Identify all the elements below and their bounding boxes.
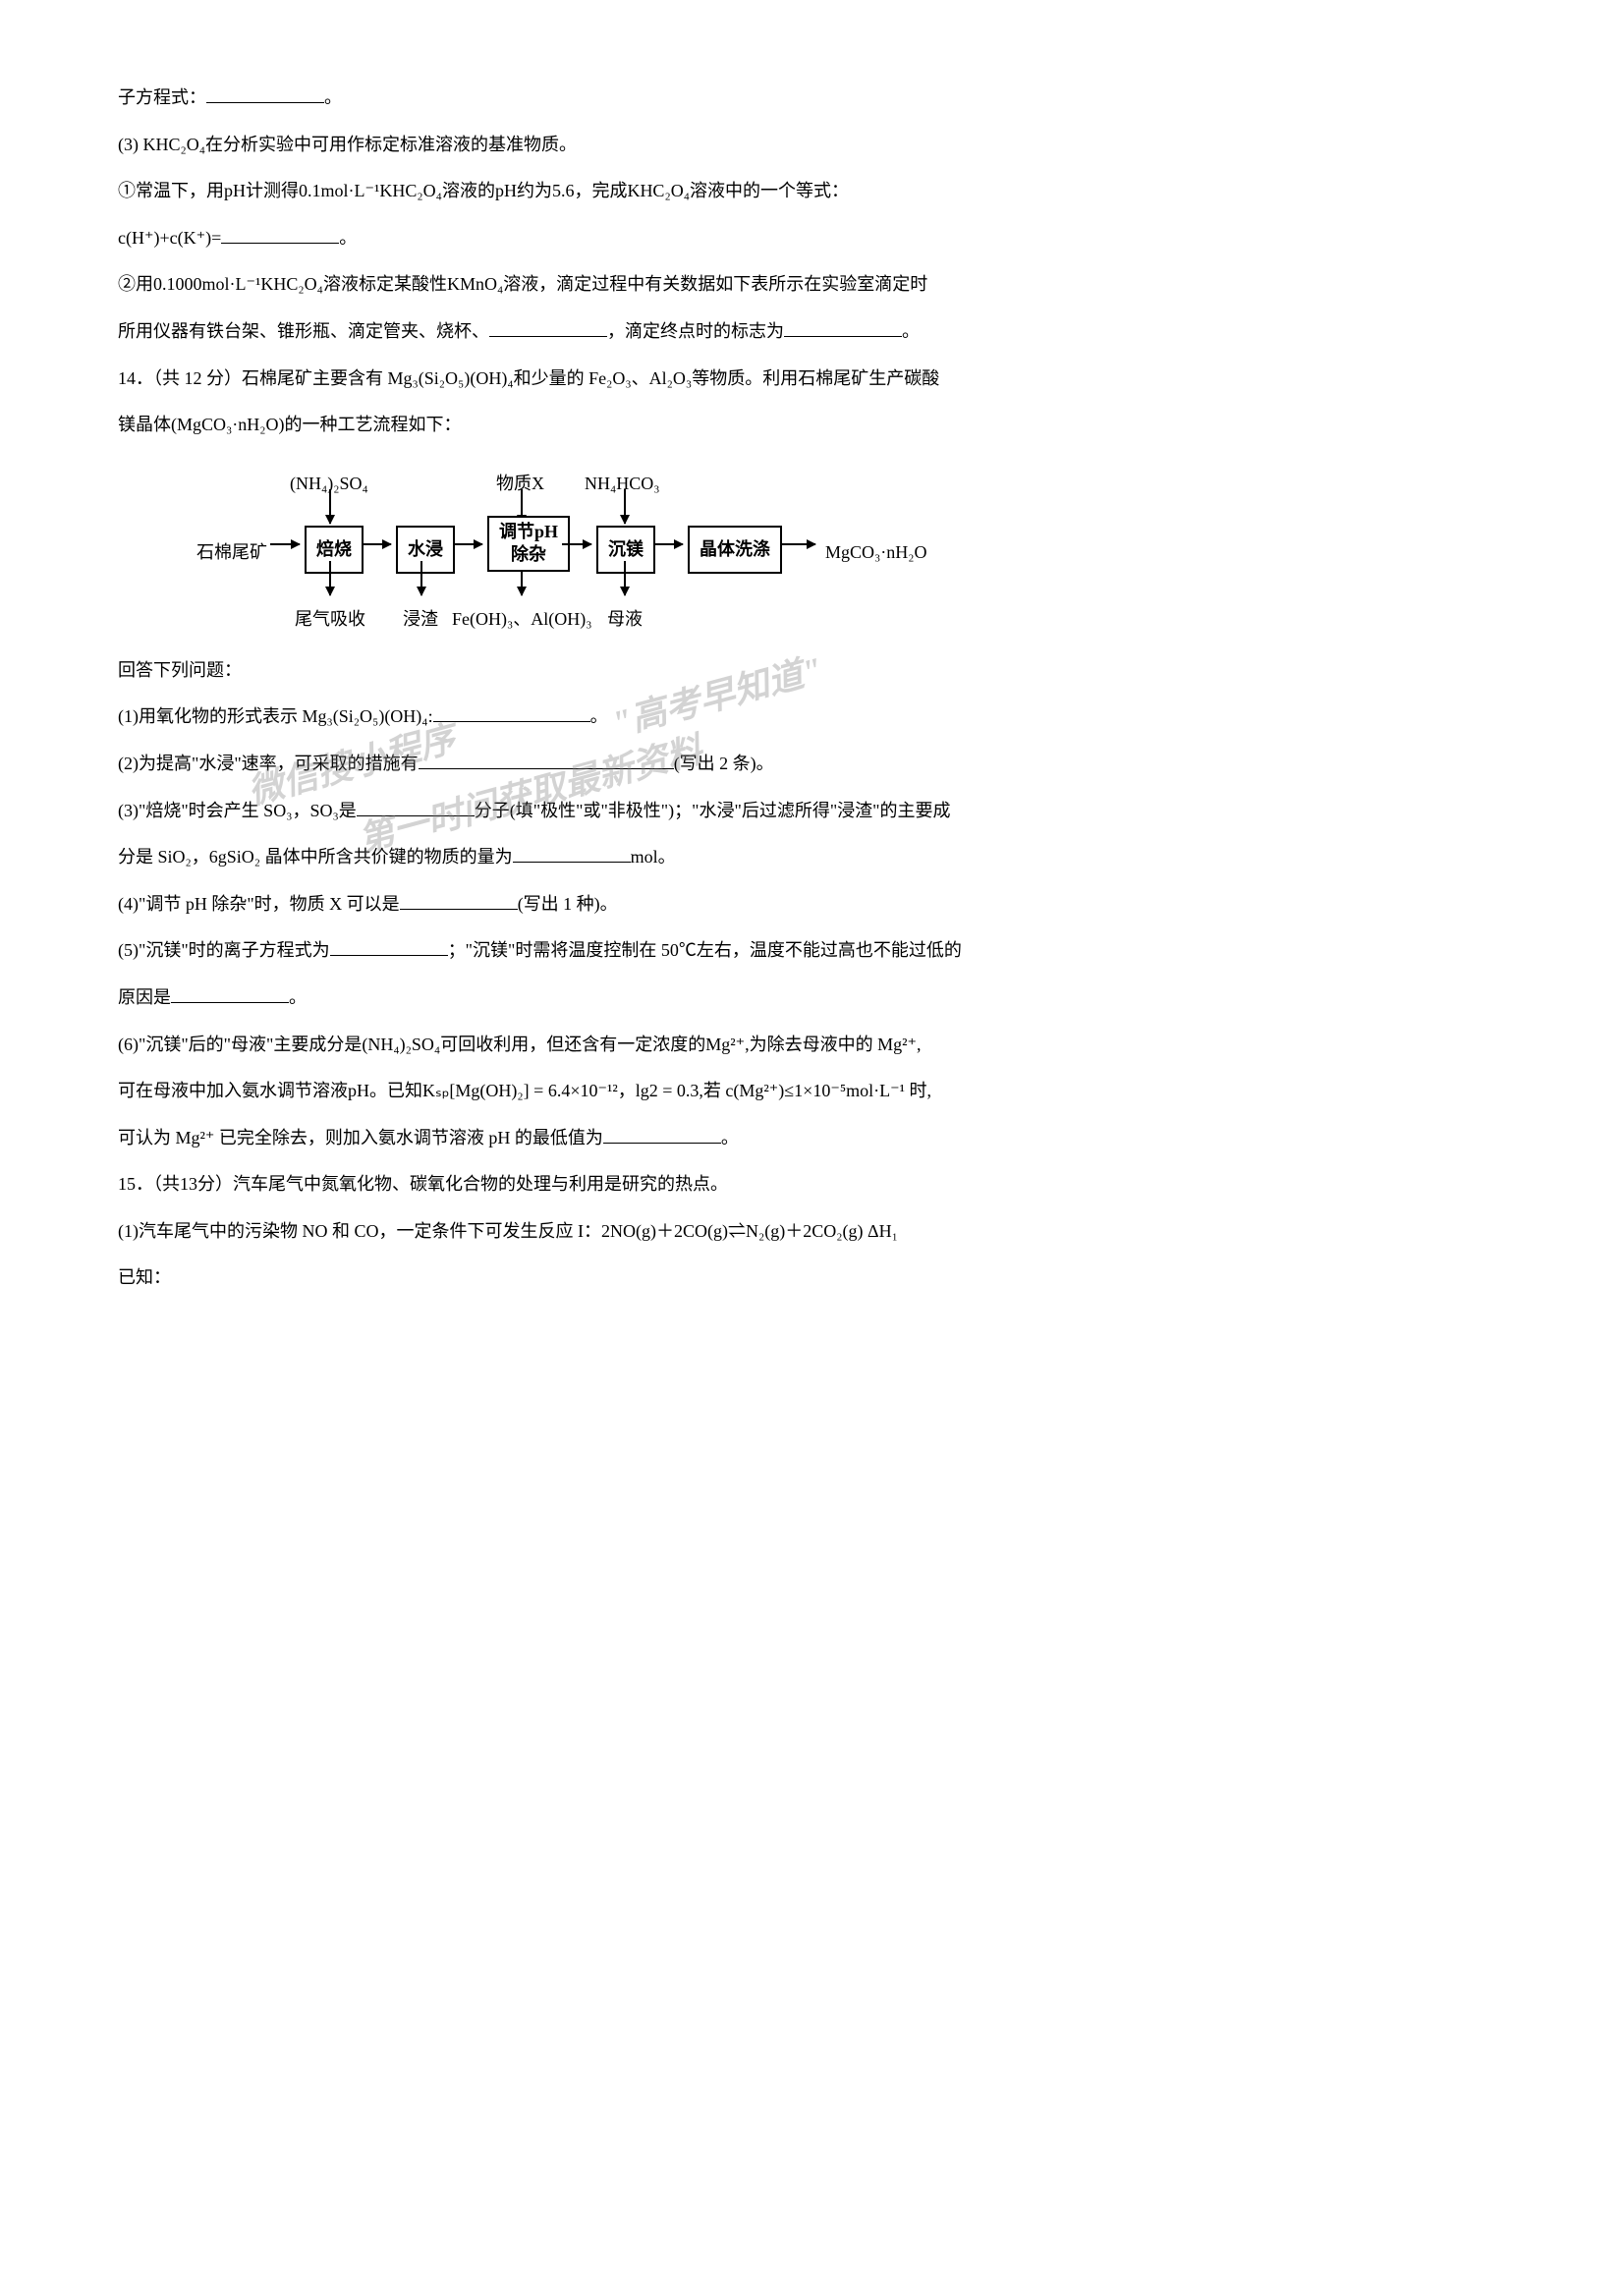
- flow-label: 浸渣: [403, 600, 438, 640]
- text: 子方程式：: [118, 87, 206, 107]
- text-line: 可在母液中加入氨水调节溶液pH。已知Kₛₚ[Mg(OH)₂] = 6.4×10⁻…: [118, 1072, 1506, 1111]
- flow-label: NH₄HCO₃: [585, 465, 660, 504]
- text: ②用0.1000mol·L⁻¹KHC₂O₄溶液标定某酸性KMnO₄溶液，滴定过程…: [118, 274, 927, 294]
- text-line: 所用仪器有铁台架、锥形瓶、滴定管夹、烧杯、 ，滴定终点时的标志为 。: [118, 312, 1506, 352]
- blank-fill: [206, 85, 324, 103]
- text-line: 15．（共13分）汽车尾气中氮氧化物、碳氧化合物的处理与利用是研究的热点。: [118, 1165, 1506, 1204]
- blank-fill: [400, 892, 518, 910]
- text: 除杂: [511, 544, 546, 564]
- process-flowchart: (NH₄)₂SO₄ 物质X NH₄HCO₃ 石棉尾矿 焙烧 水浸 调节pH 除杂…: [196, 465, 1130, 632]
- text-line: (5)"沉镁"时的离子方程式为 ；"沉镁"时需将温度控制在 50℃左右，温度不能过…: [118, 931, 1506, 971]
- blank-fill: [171, 985, 289, 1003]
- arrow-right-icon: [653, 543, 683, 545]
- text: 调节pH: [499, 522, 558, 541]
- arrow-down-icon: [420, 561, 422, 595]
- text-line: (3) KHC₂O₄在分析实验中可用作标定标准溶液的基准物质。: [118, 126, 1506, 165]
- blank-fill: [357, 799, 475, 816]
- text: 。: [902, 321, 920, 341]
- text: (6)"沉镁"后的"母液"主要成分是(NH₄)₂SO₄可回收利用，但还含有一定浓…: [118, 1035, 922, 1054]
- flow-box: 晶体洗涤: [688, 526, 782, 575]
- text: 已知：: [118, 1267, 171, 1287]
- text: (写出 2 条)。: [674, 754, 774, 773]
- document-page: 子方程式： 。 (3) KHC₂O₄在分析实验中可用作标定标准溶液的基准物质。 ①…: [118, 79, 1506, 1298]
- text-line: 子方程式： 。: [118, 79, 1506, 118]
- text: (4)"调节 pH 除杂"时，物质 X 可以是: [118, 894, 400, 914]
- arrow-down-icon: [521, 571, 523, 595]
- blank-fill: [221, 226, 339, 244]
- text: ①常温下，用pH计测得0.1mol·L⁻¹KHC₂O₄溶液的pH约为5.6，完成…: [118, 181, 849, 200]
- blank-fill: [330, 938, 448, 956]
- text-line: ①常温下，用pH计测得0.1mol·L⁻¹KHC₂O₄溶液的pH约为5.6，完成…: [118, 172, 1506, 211]
- text: (5)"沉镁"时的离子方程式为: [118, 940, 330, 960]
- text: 14．（共 12 分）石棉尾矿主要含有 Mg₃(Si₂O₅)(OH)₄和少量的 …: [118, 368, 939, 388]
- flow-box: 沉镁: [596, 526, 655, 575]
- text: ；"沉镁"时需将温度控制在 50℃左右，温度不能过高也不能过低的: [448, 940, 962, 960]
- arrow-down-icon: [624, 561, 626, 595]
- arrow-right-icon: [453, 543, 482, 545]
- text-line: (3)"焙烧"时会产生 SO₃，SO₃是 分子(填"极性"或"非极性")；"水浸"…: [118, 792, 1506, 831]
- text: 。: [289, 987, 307, 1007]
- blank-fill: [784, 319, 902, 337]
- text-line: (4)"调节 pH 除杂"时，物质 X 可以是 (写出 1 种)。: [118, 885, 1506, 924]
- text-line: (1)汽车尾气中的污染物 NO 和 CO，一定条件下可发生反应 I：2NO(g)…: [118, 1212, 1506, 1252]
- blank-fill: [419, 752, 674, 769]
- arrow-down-icon: [624, 489, 626, 524]
- flow-label: 尾气吸收: [295, 600, 365, 640]
- blank-fill: [489, 319, 607, 337]
- text-line: 镁晶体(MgCO₃·nH₂O)的一种工艺流程如下：: [118, 406, 1506, 445]
- arrow-right-icon: [562, 543, 591, 545]
- flow-box: 焙烧: [305, 526, 364, 575]
- text: (2)为提高"水浸"速率，可采取的措施有: [118, 754, 419, 773]
- arrow-right-icon: [781, 543, 815, 545]
- text: 15．（共13分）汽车尾气中氮氧化物、碳氧化合物的处理与利用是研究的热点。: [118, 1174, 728, 1194]
- text-line: ②用0.1000mol·L⁻¹KHC₂O₄溶液标定某酸性KMnO₄溶液，滴定过程…: [118, 265, 1506, 305]
- text: c(H⁺)+c(K⁺)=: [118, 228, 221, 248]
- blank-fill: [603, 1126, 721, 1144]
- flow-label: MgCO₃·nH₂O: [825, 533, 927, 573]
- text-line: 原因是 。: [118, 979, 1506, 1018]
- text: 原因是: [118, 987, 171, 1007]
- text: 。: [721, 1128, 739, 1148]
- text-line: 回答下列问题：: [118, 651, 1506, 691]
- text: (3) KHC₂O₄在分析实验中可用作标定标准溶液的基准物质。: [118, 135, 577, 154]
- text: 。: [590, 706, 608, 726]
- text-line: (2)为提高"水浸"速率，可采取的措施有 (写出 2 条)。: [118, 745, 1506, 784]
- text: 镁晶体(MgCO₃·nH₂O)的一种工艺流程如下：: [118, 415, 462, 434]
- text: 分子(填"极性"或"非极性")；"水浸"后过滤所得"浸渣"的主要成: [475, 801, 951, 820]
- text: 分是 SiO₂，6gSiO₂ 晶体中所含共价键的物质的量为: [118, 847, 513, 867]
- text-line: 已知：: [118, 1259, 1506, 1298]
- flow-box: 水浸: [396, 526, 455, 575]
- arrow-right-icon: [270, 543, 300, 545]
- flow-label: 母液: [607, 600, 643, 640]
- text-line: (1)用氧化物的形式表示 Mg₃(Si₂O₅)(OH)₄: 。: [118, 698, 1506, 737]
- text: (3)"焙烧"时会产生 SO₃，SO₃是: [118, 801, 357, 820]
- text-line: c(H⁺)+c(K⁺)= 。: [118, 219, 1506, 258]
- text: (1)用氧化物的形式表示 Mg₃(Si₂O₅)(OH)₄:: [118, 706, 433, 726]
- arrow-down-icon: [329, 561, 331, 595]
- text-line: 分是 SiO₂，6gSiO₂ 晶体中所含共价键的物质的量为 mol。: [118, 838, 1506, 877]
- text: 可在母液中加入氨水调节溶液pH。已知Kₛₚ[Mg(OH)₂] = 6.4×10⁻…: [118, 1081, 931, 1100]
- arrow-right-icon: [362, 543, 391, 545]
- text: ，滴定终点时的标志为: [607, 321, 784, 341]
- text: 回答下列问题：: [118, 660, 242, 680]
- text: 可认为 Mg²⁺ 已完全除去，则加入氨水调节溶液 pH 的最低值为: [118, 1128, 603, 1148]
- text: 。: [324, 87, 342, 107]
- blank-fill: [513, 845, 631, 863]
- flow-label: Fe(OH)₃、Al(OH)₃: [452, 600, 592, 640]
- text-line: (6)"沉镁"后的"母液"主要成分是(NH₄)₂SO₄可回收利用，但还含有一定浓…: [118, 1026, 1506, 1065]
- text: mol。: [631, 847, 676, 867]
- text-line: 14．（共 12 分）石棉尾矿主要含有 Mg₃(Si₂O₅)(OH)₄和少量的 …: [118, 360, 1506, 399]
- flow-box: 调节pH 除杂: [487, 516, 570, 572]
- text: (1)汽车尾气中的污染物 NO 和 CO，一定条件下可发生反应 I：2NO(g)…: [118, 1221, 898, 1241]
- arrow-down-icon: [329, 489, 331, 524]
- text-line: 可认为 Mg²⁺ 已完全除去，则加入氨水调节溶液 pH 的最低值为 。: [118, 1119, 1506, 1158]
- text: 。: [339, 228, 357, 248]
- flow-label: 石棉尾矿: [196, 533, 267, 573]
- text: 所用仪器有铁台架、锥形瓶、滴定管夹、烧杯、: [118, 321, 489, 341]
- text: (写出 1 种)。: [518, 894, 618, 914]
- blank-fill: [433, 704, 590, 722]
